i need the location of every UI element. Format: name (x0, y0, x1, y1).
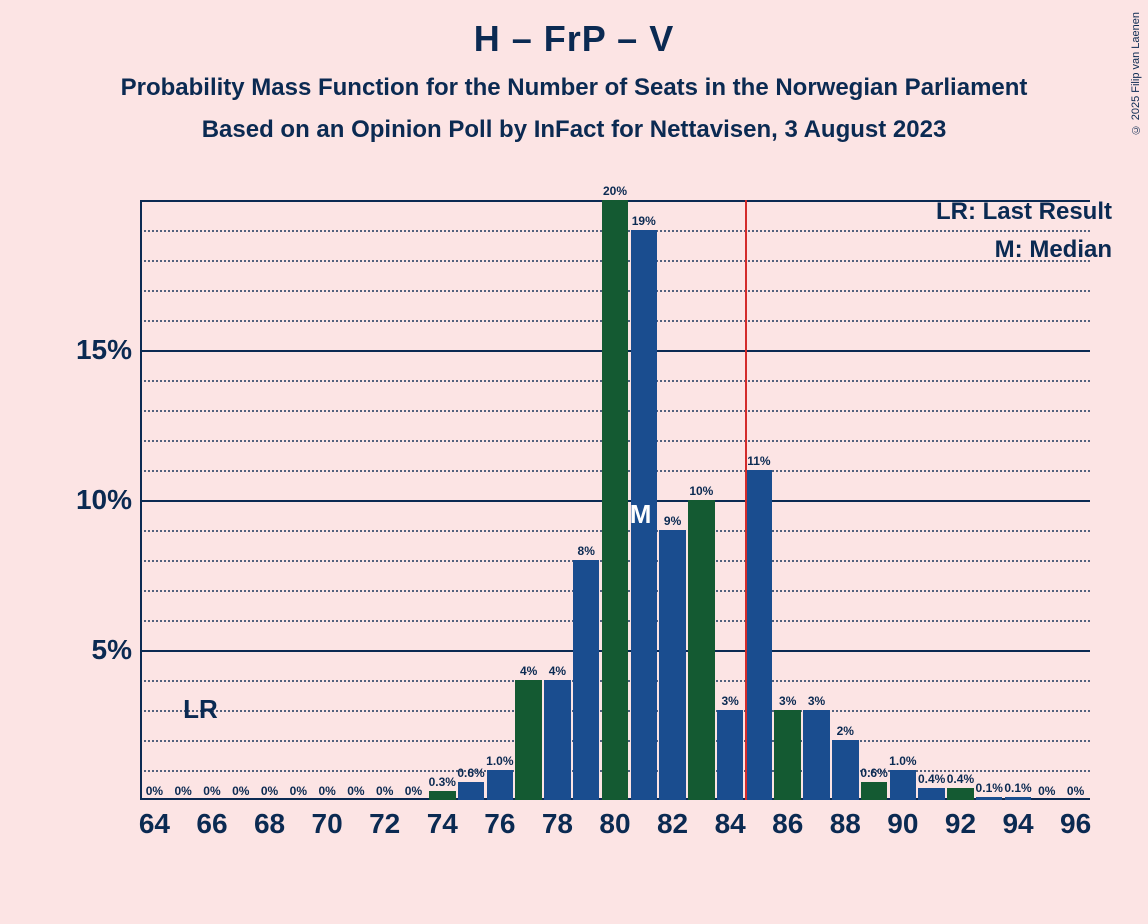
x-axis-label: 84 (715, 808, 746, 840)
x-axis-label: 92 (945, 808, 976, 840)
bar: 0.4% (947, 788, 973, 800)
bar-value-label: 0% (1067, 784, 1084, 798)
bar: 0.1% (1005, 797, 1031, 800)
x-axis-label: 82 (657, 808, 688, 840)
legend: LR: Last Result M: Median (936, 198, 1112, 274)
bar: 2% (832, 740, 858, 800)
bar: 0.4% (918, 788, 944, 800)
bar-value-label: 10% (689, 484, 713, 498)
bar: 20% (602, 200, 628, 800)
bar: 4% (515, 680, 541, 800)
bar-value-label: 0% (232, 784, 249, 798)
bar: 3% (803, 710, 829, 800)
subtitle-1: Probability Mass Function for the Number… (0, 74, 1148, 102)
bar-value-label: 0% (203, 784, 220, 798)
bar: 3% (774, 710, 800, 800)
subtitle-2: Based on an Opinion Poll by InFact for N… (0, 116, 1148, 144)
bar: 10% (688, 500, 714, 800)
bar-value-label: 2% (837, 724, 854, 738)
bar-value-label: 4% (549, 664, 566, 678)
bar: 1.0% (890, 770, 916, 800)
bar-value-label: 20% (603, 184, 627, 198)
bar-value-label: 3% (808, 694, 825, 708)
x-axis-label: 74 (427, 808, 458, 840)
legend-median: M: Median (936, 236, 1112, 264)
x-axis-label: 76 (484, 808, 515, 840)
x-axis-label: 96 (1060, 808, 1091, 840)
x-axis-label: 66 (196, 808, 227, 840)
x-axis-label: 78 (542, 808, 573, 840)
bar-value-label: 0.6% (457, 766, 484, 780)
x-axis-label: 72 (369, 808, 400, 840)
bar-value-label: 0.4% (947, 772, 974, 786)
annotation-last-result: LR (183, 694, 218, 725)
bar: 3% (717, 710, 743, 800)
x-axis-label: 64 (139, 808, 170, 840)
x-axis-label: 88 (830, 808, 861, 840)
bar-value-label: 0.1% (1004, 781, 1031, 795)
x-axis-label: 90 (887, 808, 918, 840)
bar-value-label: 19% (632, 214, 656, 228)
y-axis-label: 15% (76, 334, 132, 366)
bar-value-label: 0% (290, 784, 307, 798)
bar-value-label: 0% (146, 784, 163, 798)
copyright-text: © 2025 Filip van Laenen (1130, 12, 1142, 135)
x-axis-label: 70 (312, 808, 343, 840)
bar-value-label: 0.1% (976, 781, 1003, 795)
bar-value-label: 11% (747, 454, 770, 468)
bar-value-label: 3% (779, 694, 796, 708)
x-axis-label: 86 (772, 808, 803, 840)
x-labels: 64 66 68 70 72 74 76 78 80 82 84 86 88 90 92 94 96 (140, 808, 1090, 858)
bar: 0.6% (458, 782, 484, 800)
bar: 4% (544, 680, 570, 800)
majority-line (745, 200, 747, 800)
bar: 0.6% (861, 782, 887, 800)
bar: 0.1% (976, 797, 1002, 800)
annotation-median: M (630, 499, 652, 530)
bar-value-label: 0% (376, 784, 393, 798)
bar-value-label: 0% (347, 784, 364, 798)
bar-value-label: 3% (721, 694, 738, 708)
bar-value-label: 0.3% (429, 775, 456, 789)
legend-last-result: LR: Last Result (936, 198, 1112, 226)
bar: 1.0% (487, 770, 513, 800)
bar-value-label: 9% (664, 514, 681, 528)
bar: 11% (746, 470, 772, 800)
bar: 8% (573, 560, 599, 800)
bar-value-label: 8% (578, 544, 595, 558)
bar-value-label: 0% (1038, 784, 1055, 798)
bar-value-label: 1.0% (889, 754, 916, 768)
bar-value-label: 4% (520, 664, 537, 678)
bar-value-label: 0% (261, 784, 278, 798)
chart-container: 5%10%15%0%0%0%0%0%0%0%0%0%0%0.3%0.6%1.0%… (60, 180, 1120, 880)
bar: 9% (659, 530, 685, 800)
x-axis-label: 94 (1002, 808, 1033, 840)
x-axis-label: 80 (599, 808, 630, 840)
plot-area: 5%10%15%0%0%0%0%0%0%0%0%0%0%0.3%0.6%1.0%… (140, 200, 1090, 800)
bar: 0.3% (429, 791, 455, 800)
y-axis-label: 10% (76, 484, 132, 516)
bar-value-label: 0% (405, 784, 422, 798)
bar-value-label: 0.6% (860, 766, 887, 780)
x-axis-label: 68 (254, 808, 285, 840)
page-title: H – FrP – V (0, 18, 1148, 60)
bar-value-label: 0% (175, 784, 192, 798)
bar-value-label: 0.4% (918, 772, 945, 786)
bar-value-label: 0% (318, 784, 335, 798)
y-axis-label: 5% (92, 634, 132, 666)
bar-value-label: 1.0% (486, 754, 513, 768)
